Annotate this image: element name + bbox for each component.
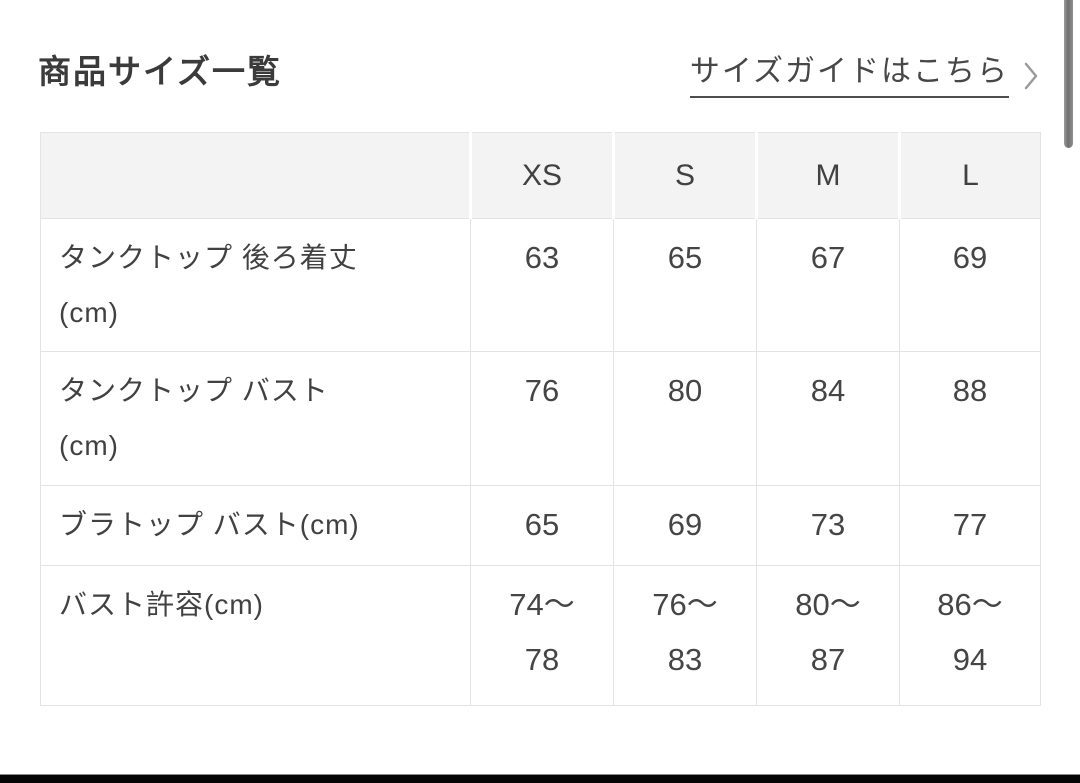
cell-value: 63 <box>470 218 614 352</box>
size-table: XS S M L タンクトップ 後ろ着丈 (cm) 63 65 67 69 タン… <box>40 132 1041 706</box>
cell-value: 84 <box>756 351 900 486</box>
table-row-bratop-bust: ブラトップ バスト(cm) 65 69 73 77 <box>40 485 1041 566</box>
size-column-header-xs: XS <box>469 132 614 219</box>
cell-value: 65 <box>470 485 614 566</box>
page-title: 商品サイズ一覧 <box>38 53 283 90</box>
cell-value: 80〜 87 <box>756 565 900 706</box>
row-label: バスト許容(cm) <box>40 565 471 706</box>
table-row-tanktop-back-length: タンクトップ 後ろ着丈 (cm) 63 65 67 69 <box>40 218 1041 352</box>
cell-value: 88 <box>899 351 1041 486</box>
cell-value: 67 <box>756 218 900 352</box>
cell-value: 80 <box>613 351 757 486</box>
cell-value: 86〜 94 <box>899 565 1041 706</box>
table-row-tanktop-bust: タンクトップ バスト (cm) 76 80 84 88 <box>40 351 1041 486</box>
cell-value: 76 <box>470 351 614 486</box>
page-header: 商品サイズ一覧 サイズガイドはこちら <box>38 50 1040 98</box>
cell-value: 76〜 83 <box>613 565 757 706</box>
chevron-right-icon <box>1024 62 1038 90</box>
size-table-header-row: XS S M L <box>40 132 1041 219</box>
size-table-corner-cell <box>40 132 471 219</box>
cell-value: 73 <box>756 485 900 566</box>
size-column-header-l: L <box>898 132 1041 219</box>
size-column-header-m: M <box>755 132 900 219</box>
row-label: ブラトップ バスト(cm) <box>40 485 471 566</box>
table-row-bust-allowance: バスト許容(cm) 74〜 78 76〜 83 80〜 87 86〜 94 <box>40 565 1041 706</box>
cell-value: 77 <box>899 485 1041 566</box>
scrollbar-thumb[interactable] <box>1064 0 1073 148</box>
cell-value: 69 <box>899 218 1041 352</box>
row-label: タンクトップ バスト (cm) <box>40 351 471 486</box>
size-guide-link[interactable]: サイズガイドはこちら <box>689 54 1040 98</box>
bottom-bar <box>0 774 1080 783</box>
cell-value: 65 <box>613 218 757 352</box>
size-column-header-s: S <box>612 132 757 219</box>
cell-value: 69 <box>613 485 757 566</box>
cell-value: 74〜 78 <box>470 565 614 706</box>
size-guide-link-label: サイズガイドはこちら <box>689 54 1009 98</box>
row-label: タンクトップ 後ろ着丈 (cm) <box>40 218 471 352</box>
